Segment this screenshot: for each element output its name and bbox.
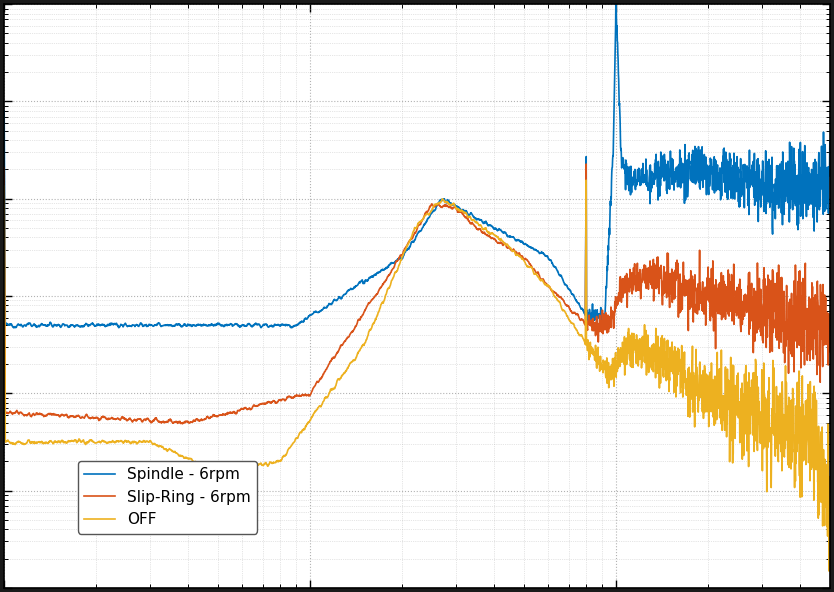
OFF	[316, 403, 326, 410]
OFF	[352, 353, 362, 361]
OFF	[720, 395, 730, 402]
Slip-Ring - 6rpm	[825, 318, 834, 326]
Legend: Spindle - 6rpm, Slip-Ring - 6rpm, OFF: Spindle - 6rpm, Slip-Ring - 6rpm, OFF	[78, 461, 257, 533]
OFF	[825, 532, 834, 539]
OFF	[581, 176, 591, 184]
Spindle - 6rpm	[143, 322, 153, 329]
Slip-Ring - 6rpm	[316, 375, 326, 382]
Spindle - 6rpm	[721, 188, 731, 195]
Line: OFF: OFF	[4, 180, 830, 571]
Spindle - 6rpm	[93, 320, 103, 327]
Slip-Ring - 6rpm	[809, 294, 819, 301]
Line: Spindle - 6rpm: Spindle - 6rpm	[4, 0, 830, 328]
Spindle - 6rpm	[825, 138, 834, 145]
Line: Slip-Ring - 6rpm: Slip-Ring - 6rpm	[4, 164, 830, 424]
Spindle - 6rpm	[809, 227, 819, 234]
OFF	[809, 497, 819, 504]
OFF	[93, 438, 103, 445]
Spindle - 6rpm	[352, 282, 362, 289]
Slip-Ring - 6rpm	[93, 416, 103, 423]
Slip-Ring - 6rpm	[581, 160, 591, 168]
OFF	[824, 568, 834, 575]
Spindle - 6rpm	[0, 107, 9, 114]
Slip-Ring - 6rpm	[0, 164, 9, 171]
OFF	[0, 182, 9, 189]
Slip-Ring - 6rpm	[352, 321, 362, 328]
Slip-Ring - 6rpm	[721, 281, 731, 288]
Slip-Ring - 6rpm	[143, 415, 153, 422]
Slip-Ring - 6rpm	[178, 420, 188, 427]
Spindle - 6rpm	[316, 307, 326, 314]
OFF	[143, 438, 153, 445]
Spindle - 6rpm	[9, 324, 19, 332]
